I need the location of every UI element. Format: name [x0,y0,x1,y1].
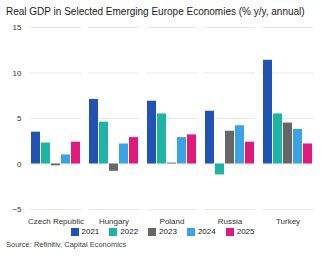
html-text:Real GDP in Selected Emerging: Real GDP in Selected Emerging Europe Eco… [6,6,305,17]
html-text:2022: 2022 [120,227,139,236]
svg-text:10: 10 [13,69,22,78]
svg-text:Hungary: Hungary [99,217,129,226]
html-text:Source: Refinitiv, Capital Eco: Source: Refinitiv, Capital Economics [6,240,127,249]
svg-text:0: 0 [17,160,22,169]
svg-text:Russia: Russia [218,217,243,226]
svg-text:−5: −5 [12,205,22,214]
svg-text:5: 5 [17,114,22,123]
html-text:2021: 2021 [81,227,100,236]
html-text:2025: 2025 [236,227,255,236]
svg-text:Czech Republic: Czech Republic [28,217,84,226]
html-text:2024: 2024 [197,227,216,236]
svg-text:15: 15 [13,23,22,32]
svg-text:Turkey: Turkey [276,217,300,226]
html-text:2023: 2023 [159,227,177,236]
svg-text:Poland: Poland [160,217,185,226]
